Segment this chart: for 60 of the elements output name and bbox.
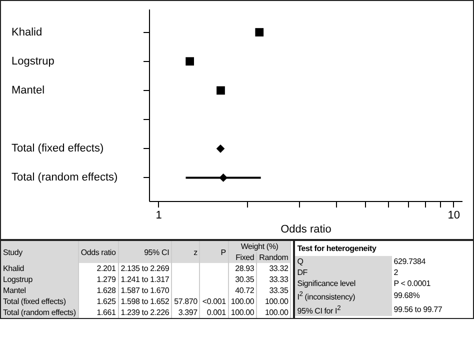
text: Study [1, 241, 78, 263]
text: 2 [392, 267, 399, 278]
text: 100.00 [256, 307, 291, 318]
text: 629.7384 [392, 256, 427, 267]
text: 1.598 to 1.652 [118, 296, 172, 307]
text: 1.661 [78, 307, 118, 318]
text: 30.35 [228, 274, 257, 285]
text: Mantel [1, 285, 78, 296]
text: Khalid [1, 263, 78, 274]
text: P [200, 241, 228, 263]
text: Test for heterogeneity [296, 243, 378, 255]
point [255, 28, 264, 36]
text: Significance level [295, 278, 392, 289]
point [219, 174, 228, 182]
text: P < 0.0001 [392, 278, 432, 289]
text: Weight (%) [228, 241, 291, 252]
text: 95% CI [118, 241, 172, 263]
y-tick-label: Total (fixed effects) [12, 142, 104, 155]
text: Logstrup [1, 274, 78, 285]
text: Q [295, 256, 392, 267]
text: 1.628 [78, 285, 118, 296]
text: 2.201 [78, 263, 118, 274]
y-tick-label: Logstrup [12, 55, 54, 68]
text: 33.33 [256, 274, 291, 285]
text: Total (fixed effects) [1, 296, 78, 307]
text: Total (random effects) [1, 307, 78, 318]
y-tick-label: Total (random effects) [12, 172, 118, 184]
text: 33.35 [256, 285, 291, 296]
text: <0.001 [200, 296, 228, 307]
text: I$^{2}$ (inconsistency) [295, 289, 392, 303]
text: 100.00 [228, 296, 257, 307]
text: 99.68% [392, 290, 421, 302]
y-tick-label: Khalid [12, 26, 42, 38]
y-tick-label: Mantel [12, 84, 45, 96]
text: 1.239 to 2.226 [118, 307, 172, 318]
text: 28.93 [228, 263, 257, 274]
x-tick-label: 1 [156, 210, 162, 222]
text: Random [256, 252, 291, 263]
text: 1.279 [78, 274, 118, 285]
text: 1.625 [78, 296, 118, 307]
text: 0.001 [200, 307, 228, 318]
text: 3.397 [172, 307, 200, 318]
text: 100.00 [256, 296, 291, 307]
text: DF [295, 267, 392, 278]
text: 1.587 to 1.670 [118, 285, 172, 296]
point [216, 144, 225, 153]
text: 40.72 [228, 285, 257, 296]
text: 95% CI for I$^{2}$ [295, 302, 392, 316]
text: z [172, 241, 200, 263]
text: 99.56 to 99.77 [392, 304, 444, 316]
text: 33.32 [256, 263, 291, 274]
text: 1.241 to 1.317 [118, 274, 172, 285]
text: 100.00 [228, 307, 257, 318]
text: Odds ratio [78, 241, 118, 263]
text: 57.870 [172, 296, 200, 307]
x-axis-title: Odds ratio [280, 224, 332, 236]
text: 2.135 to 2.269 [118, 263, 172, 274]
text: Fixed [228, 252, 257, 263]
point [216, 86, 225, 95]
x-tick-label: 10 [448, 210, 460, 222]
